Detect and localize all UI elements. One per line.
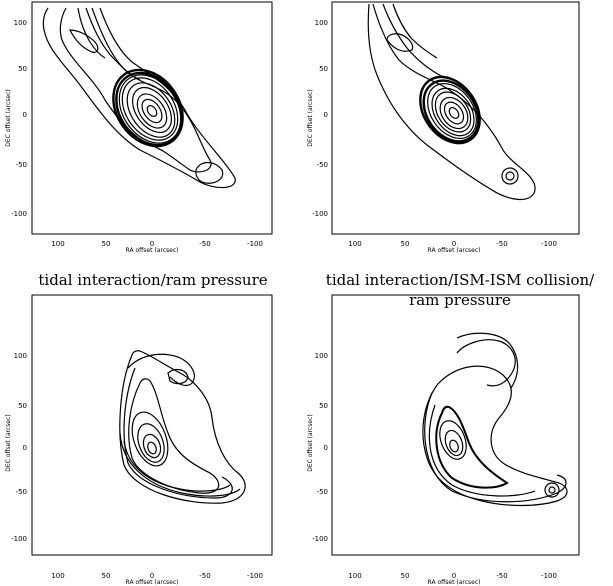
y-tick-label: 100: [14, 352, 27, 360]
x-tick-label: 100: [348, 240, 361, 248]
y-tick-label: -50: [317, 488, 328, 496]
x-tick-label: 50: [102, 240, 111, 248]
contours: [422, 332, 568, 507]
x-tick-label: 50: [401, 240, 410, 248]
y-tick-label: 50: [319, 402, 328, 410]
x-tick-label: -100: [247, 572, 263, 580]
caption-line: tidal interaction/ram pressure: [38, 271, 268, 289]
x-tick-label: 100: [51, 572, 64, 580]
x-tick-label: 0: [452, 572, 456, 580]
x-tick-label: 0: [452, 240, 456, 248]
plot-frame: [31, 1, 273, 235]
x-tick-label: -50: [199, 572, 210, 580]
contours: [119, 350, 246, 504]
y-tick-label: 0: [23, 111, 27, 119]
x-axis-label: RA offset (arcsec): [428, 247, 481, 254]
y-tick-label: 0: [324, 111, 328, 119]
y-tick-label: 50: [18, 402, 27, 410]
y-tick-label: 0: [324, 444, 328, 452]
y-axis-label: DEC offset (arcsec): [5, 89, 12, 147]
plot-frame: [31, 294, 273, 556]
contour-panel-top-right: 100 50 0 -50 -100 100 50 0 -50 -100 RA o…: [307, 0, 613, 309]
plot-frame: [331, 294, 580, 556]
x-tick-labels: 100 50 0 -50 -100: [348, 240, 557, 248]
contour-plot: 100 50 0 -50 -100 100 50 0 -50 -100 RA o…: [307, 294, 580, 586]
caption-line: tidal interaction/ISM-ISM collision/: [325, 271, 595, 289]
panel-caption: tidal interaction/ram pressure: [0, 270, 306, 290]
x-tick-label: -100: [541, 572, 557, 580]
contours: [42, 7, 236, 189]
y-tick-labels: 100 50 0 -50 -100: [11, 352, 27, 543]
y-tick-label: -100: [312, 535, 328, 543]
x-axis-label: RA offset (arcsec): [126, 579, 179, 586]
x-tick-label: -50: [496, 572, 507, 580]
y-tick-labels: 100 50 0 -50 -100: [11, 19, 27, 218]
x-tick-label: 50: [401, 572, 410, 580]
y-tick-label: -50: [16, 161, 27, 169]
y-tick-label: -100: [11, 535, 27, 543]
x-tick-label: 0: [150, 240, 154, 248]
x-tick-label: 0: [150, 572, 154, 580]
x-tick-label: -50: [496, 240, 507, 248]
x-tick-label: -100: [541, 240, 557, 248]
x-tick-label: -50: [199, 240, 210, 248]
y-tick-labels: 100 50 0 -50 -100: [312, 19, 328, 218]
y-tick-labels: 100 50 0 -50 -100: [312, 352, 328, 543]
x-tick-labels: 100 50 0 -50 -100: [51, 572, 263, 580]
y-tick-label: 100: [14, 19, 27, 27]
x-tick-label: 100: [51, 240, 64, 248]
x-tick-label: 50: [102, 572, 111, 580]
y-tick-label: -100: [11, 210, 27, 218]
contours: [367, 3, 536, 200]
y-tick-label: 50: [319, 65, 328, 73]
y-tick-label: 100: [315, 19, 328, 27]
y-tick-label: -50: [317, 161, 328, 169]
y-tick-label: 50: [18, 65, 27, 73]
y-tick-label: -100: [312, 210, 328, 218]
contour-plot: 100 50 0 -50 -100 100 50 0 -50 -100 RA o…: [5, 294, 273, 586]
plot-frame: [331, 1, 580, 235]
x-tick-label: -100: [247, 240, 263, 248]
y-axis-label: DEC offset (arcsec): [307, 414, 314, 472]
x-tick-labels: 100 50 0 -50 -100: [51, 240, 263, 248]
y-axis-label: DEC offset (arcsec): [5, 414, 12, 472]
y-tick-label: 0: [23, 444, 27, 452]
contour-panel-top-left: 100 50 0 -50 -100 100 50 0 -50 -100 RA o…: [0, 0, 306, 293]
y-tick-label: 100: [315, 352, 328, 360]
contour-panel-bottom-left: 100 50 0 -50 -100 100 50 0 -50 -100 RA o…: [0, 293, 306, 586]
contour-plot: 100 50 0 -50 -100 100 50 0 -50 -100 RA o…: [5, 1, 273, 254]
x-axis-label: RA offset (arcsec): [428, 579, 481, 586]
contour-panel-bottom-right: 100 50 0 -50 -100 100 50 0 -50 -100 RA o…: [307, 293, 613, 586]
y-axis-label: DEC offset (arcsec): [307, 89, 314, 147]
x-tick-labels: 100 50 0 -50 -100: [348, 572, 557, 580]
contour-plot: 100 50 0 -50 -100 100 50 0 -50 -100 RA o…: [307, 1, 580, 254]
x-axis-label: RA offset (arcsec): [126, 247, 179, 254]
x-tick-label: 100: [348, 572, 361, 580]
y-tick-label: -50: [16, 488, 27, 496]
